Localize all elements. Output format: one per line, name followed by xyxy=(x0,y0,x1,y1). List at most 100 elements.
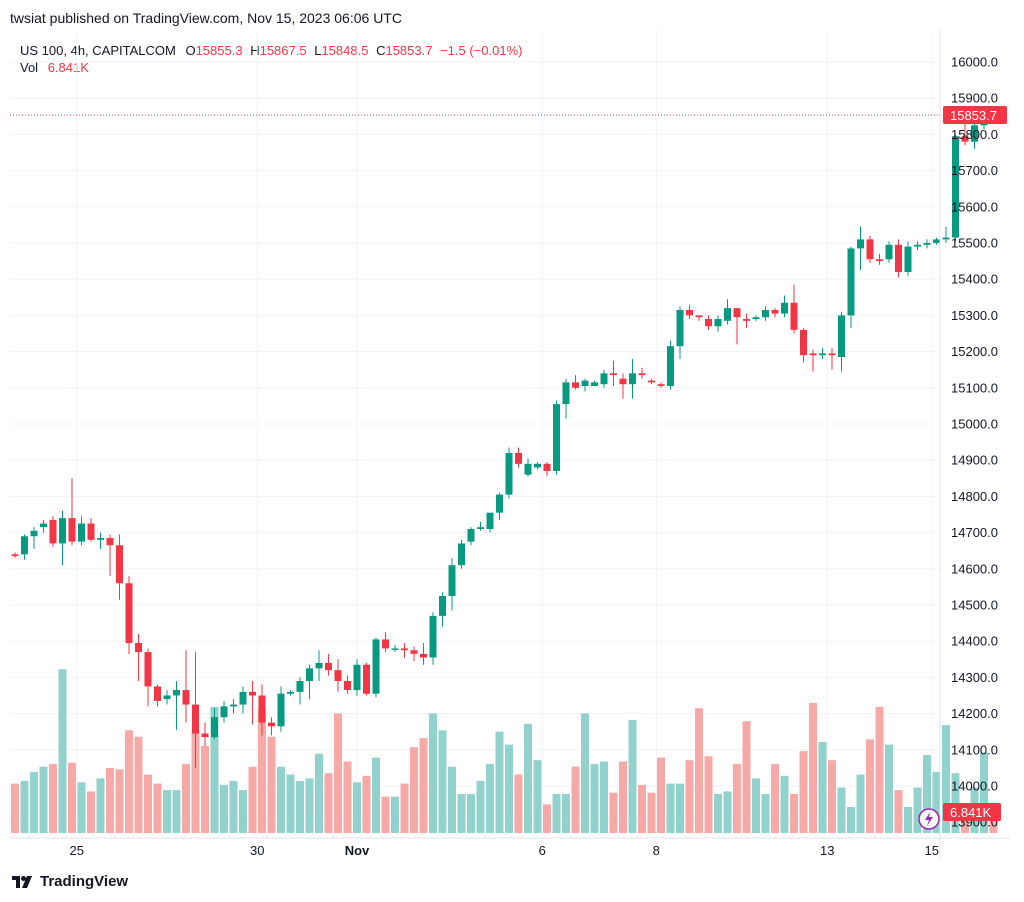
candle-body[interactable] xyxy=(638,373,646,376)
candle-body[interactable] xyxy=(30,530,38,537)
candle-body[interactable] xyxy=(401,648,408,651)
candle-body[interactable] xyxy=(21,536,28,555)
candle-body[interactable] xyxy=(515,452,522,464)
candle-body[interactable] xyxy=(743,319,750,321)
candle-body[interactable] xyxy=(287,691,294,694)
candle-body[interactable] xyxy=(847,248,855,316)
candle-body[interactable] xyxy=(752,317,760,320)
candle-body[interactable] xyxy=(239,691,247,705)
candle-body[interactable] xyxy=(258,695,266,723)
candle-body[interactable] xyxy=(676,309,684,347)
candle-body[interactable] xyxy=(344,681,351,691)
candle-body[interactable] xyxy=(49,519,57,544)
candle-body[interactable] xyxy=(923,243,931,245)
candle-body[interactable] xyxy=(648,380,655,383)
candle-body[interactable] xyxy=(458,543,465,566)
candle-body[interactable] xyxy=(372,639,380,694)
candle-body[interactable] xyxy=(230,704,237,707)
candle-body[interactable] xyxy=(11,554,19,557)
candle-body[interactable] xyxy=(876,259,883,262)
candle-body[interactable] xyxy=(686,309,693,316)
candle-body[interactable] xyxy=(496,494,503,513)
candle-body[interactable] xyxy=(667,346,674,386)
candle-body[interactable] xyxy=(410,650,418,654)
candle-body[interactable] xyxy=(211,717,218,738)
candle-body[interactable] xyxy=(790,302,798,330)
candle-body[interactable] xyxy=(192,704,199,734)
candle-body[interactable] xyxy=(952,136,959,238)
candle-body[interactable] xyxy=(306,668,313,682)
candle-body[interactable] xyxy=(144,652,152,687)
candle-body[interactable] xyxy=(353,664,361,691)
candle-body[interactable] xyxy=(439,595,446,616)
candle-body[interactable] xyxy=(762,309,769,318)
candle-body[interactable] xyxy=(154,686,161,701)
candle-body[interactable] xyxy=(828,353,836,356)
candle-body[interactable] xyxy=(182,690,190,705)
candle-body[interactable] xyxy=(714,319,722,327)
candle-body[interactable] xyxy=(220,706,228,718)
candle-body[interactable] xyxy=(619,378,627,385)
candle-body[interactable] xyxy=(809,353,817,356)
candle-body[interactable] xyxy=(657,384,665,386)
candle-body[interactable] xyxy=(942,237,950,240)
candle-body[interactable] xyxy=(391,648,399,650)
candle-body[interactable] xyxy=(116,545,123,584)
candle-body[interactable] xyxy=(581,380,589,386)
candle-body[interactable] xyxy=(838,315,845,358)
symbol-label[interactable]: US 100, 4h, CAPITALCOM xyxy=(20,43,176,58)
candle-body[interactable] xyxy=(866,239,874,260)
candle-body[interactable] xyxy=(125,583,133,644)
candle-body[interactable] xyxy=(572,382,579,388)
candle-body[interactable] xyxy=(724,308,731,321)
candle-body[interactable] xyxy=(249,691,256,696)
candle-body[interactable] xyxy=(334,670,342,682)
candle-body[interactable] xyxy=(534,463,541,468)
candle-body[interactable] xyxy=(420,653,427,658)
candle-body[interactable] xyxy=(325,662,332,671)
candle-body[interactable] xyxy=(600,373,608,385)
candle-body[interactable] xyxy=(87,523,95,540)
candle-body[interactable] xyxy=(363,664,370,694)
candle-body[interactable] xyxy=(562,382,570,405)
candle-body[interactable] xyxy=(933,239,940,243)
candle-body[interactable] xyxy=(40,523,47,528)
candle-body[interactable] xyxy=(448,565,456,596)
candle-body[interactable] xyxy=(173,690,180,696)
candle-body[interactable] xyxy=(857,239,864,249)
candle-body[interactable] xyxy=(268,722,275,727)
candle-body[interactable] xyxy=(961,136,969,142)
candle-body[interactable] xyxy=(505,452,513,495)
candle-body[interactable] xyxy=(695,315,703,318)
candle-body[interactable] xyxy=(885,244,893,260)
candle-body[interactable] xyxy=(486,512,494,529)
candle-body[interactable] xyxy=(705,319,712,327)
candle-body[interactable] xyxy=(771,309,779,314)
candle-body[interactable] xyxy=(800,329,807,356)
candle-body[interactable] xyxy=(97,538,104,540)
candle-body[interactable] xyxy=(429,615,437,658)
candle-body[interactable] xyxy=(591,382,598,386)
candle-body[interactable] xyxy=(781,302,788,314)
candle-body[interactable] xyxy=(914,244,921,247)
candle-body[interactable] xyxy=(201,733,209,738)
candle-body[interactable] xyxy=(543,463,551,472)
candle-body[interactable] xyxy=(296,681,304,692)
candle-body[interactable] xyxy=(895,244,902,272)
candle-body[interactable] xyxy=(971,125,978,142)
candle-body[interactable] xyxy=(382,639,389,649)
candle-body[interactable] xyxy=(59,518,66,544)
candle-body[interactable] xyxy=(467,528,475,542)
candle-body[interactable] xyxy=(315,662,323,669)
candle-body[interactable] xyxy=(277,693,285,727)
candle-body[interactable] xyxy=(610,373,617,376)
candle-body[interactable] xyxy=(629,373,636,385)
candle-body[interactable] xyxy=(553,404,560,472)
candle-body[interactable] xyxy=(524,463,532,475)
candle-body[interactable] xyxy=(106,538,114,546)
candle-body[interactable] xyxy=(163,695,171,700)
tradingview-logo[interactable]: TradingView xyxy=(12,873,128,890)
candle-body[interactable] xyxy=(904,246,912,272)
candle-body[interactable] xyxy=(78,523,85,542)
